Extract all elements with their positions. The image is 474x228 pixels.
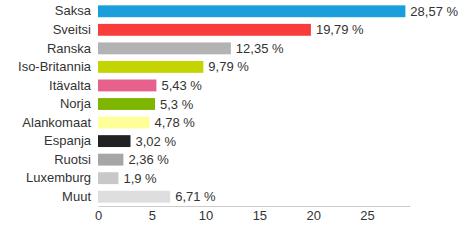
category-label: Espanja: [44, 133, 92, 148]
bar: [98, 42, 231, 54]
category-label: Ruotsi: [54, 152, 91, 167]
bar: [98, 61, 203, 73]
x-tick-label: 5: [149, 208, 156, 223]
bar: [98, 191, 170, 203]
x-tick-label: 0: [95, 208, 102, 223]
x-tick-label: 15: [253, 208, 267, 223]
data-label: 19,79 %: [316, 22, 364, 37]
bars: [98, 5, 405, 202]
category-label: Ranska: [47, 41, 92, 56]
bar: [98, 98, 155, 110]
x-tick: 0: [95, 206, 102, 223]
y-tick: Norja: [60, 96, 98, 111]
x-tick: 20: [306, 206, 320, 223]
category-label: Muut: [62, 189, 91, 204]
bar: [98, 24, 311, 36]
bar: [98, 154, 123, 166]
data-label: 2,36 %: [128, 152, 169, 167]
data-label: 9,79 %: [208, 59, 249, 74]
bar: [98, 80, 156, 92]
plot: 28,57 % 19,79 % 12,35 % 9,79 % 5,43 % 5,3 % 4,…: [18, 3, 459, 223]
category-label: Sveitsi: [53, 22, 91, 37]
y-tick: Alankomaat: [22, 115, 98, 130]
data-label: 4,78 %: [154, 115, 195, 130]
y-tick: Saksa: [55, 3, 98, 18]
x-tick-label: 20: [306, 208, 320, 223]
category-label: Alankomaat: [22, 115, 91, 130]
data-label: 28,57 %: [410, 4, 458, 19]
bar: [98, 172, 118, 184]
bar: [98, 117, 149, 129]
category-label: Iso-Britannia: [18, 59, 92, 74]
y-tick: Ruotsi: [54, 152, 98, 167]
x-axis: 0 5 10 15 20 25: [95, 206, 411, 223]
data-label: 5,43 %: [161, 78, 202, 93]
data-labels: 28,57 % 19,79 % 12,35 % 9,79 % 5,43 % 5,3 % 4,…: [123, 4, 458, 204]
x-tick: 25: [360, 206, 374, 223]
bar: [98, 135, 130, 147]
y-tick: Muut: [62, 189, 98, 204]
y-tick: Ranska: [47, 41, 98, 56]
data-label: 3,02 %: [135, 134, 176, 149]
category-label: Norja: [60, 96, 92, 111]
y-tick: Sveitsi: [53, 22, 98, 37]
data-label: 6,71 %: [175, 189, 216, 204]
x-axis-line: [99, 206, 411, 207]
y-tick: Luxemburg: [26, 170, 98, 185]
chart: 28,57 % 19,79 % 12,35 % 9,79 % 5,43 % 5,3 % 4,…: [0, 0, 474, 228]
y-tick: Espanja: [44, 133, 98, 148]
x-tick: 5: [149, 206, 156, 223]
data-label: 5,3 %: [160, 97, 194, 112]
category-label: Luxemburg: [26, 170, 91, 185]
x-tick: 10: [199, 206, 213, 223]
data-label: 12,35 %: [236, 41, 284, 56]
y-tick: Itävalta: [49, 78, 98, 93]
y-axis: Saksa Sveitsi Ranska Iso-Britannia Itävalta N…: [18, 3, 98, 203]
data-label: 1,9 %: [123, 171, 157, 186]
x-tick: 15: [253, 206, 267, 223]
category-label: Itävalta: [49, 78, 92, 93]
bar: [98, 5, 405, 17]
x-tick-label: 25: [360, 208, 374, 223]
y-tick: Iso-Britannia: [18, 59, 98, 74]
x-tick-label: 10: [199, 208, 213, 223]
category-label: Saksa: [55, 3, 92, 18]
